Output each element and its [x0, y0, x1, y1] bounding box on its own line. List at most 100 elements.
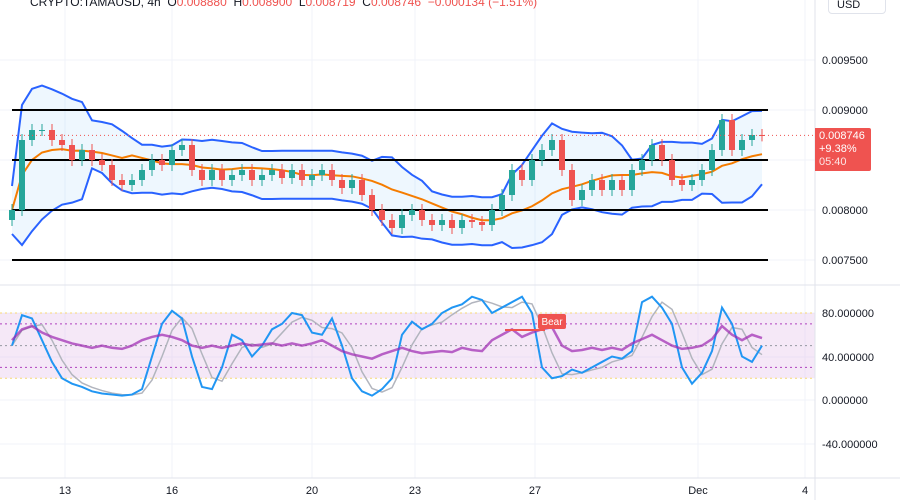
candle: [259, 169, 265, 186]
candle-body: [659, 145, 665, 160]
candle: [559, 134, 565, 176]
low-label: L: [298, 0, 306, 9]
candle: [339, 174, 345, 194]
candle-body: [89, 150, 95, 160]
candle-body: [509, 170, 515, 195]
candle-body: [139, 170, 145, 180]
open-value: 0.008880: [176, 0, 227, 9]
candle: [629, 164, 635, 196]
candle-body: [599, 180, 605, 190]
candle: [689, 174, 695, 191]
candle: [359, 174, 365, 201]
candle: [569, 164, 575, 206]
symbol-legend: CRYPTO:TAMAUSD, 4h O0.008880 H0.008900 L…: [30, 0, 537, 9]
candle: [209, 164, 215, 186]
candle-body: [199, 170, 205, 180]
candle-body: [739, 140, 745, 150]
candle: [759, 129, 765, 142]
candle: [149, 154, 155, 176]
rsi-line: [11, 324, 763, 360]
candle: [479, 216, 485, 231]
candle-body: [759, 135, 765, 136]
candle: [309, 169, 315, 186]
candle-body: [539, 150, 545, 160]
candle: [179, 139, 185, 156]
candle: [199, 164, 205, 186]
candle-body: [529, 160, 535, 180]
candle-body: [309, 175, 315, 180]
candle: [619, 174, 625, 196]
osc-tick: -40.000000: [822, 439, 878, 451]
candle-body: [519, 170, 525, 180]
candle: [509, 164, 515, 201]
candle: [459, 214, 465, 234]
candle: [649, 139, 655, 166]
candle-body: [389, 220, 395, 228]
candle: [19, 134, 25, 216]
candle-body: [499, 195, 505, 210]
candle-body: [459, 220, 465, 228]
candle-body: [109, 165, 115, 180]
time-tick: Dec: [688, 485, 708, 497]
candle: [189, 139, 195, 176]
candle-body: [189, 145, 195, 170]
candle: [219, 164, 225, 186]
time-tick: 20: [306, 485, 318, 497]
candle-body: [79, 150, 85, 160]
candle: [669, 154, 675, 186]
candle-body: [409, 210, 415, 215]
candle-body: [439, 220, 445, 225]
candle-body: [169, 150, 175, 165]
candle-body: [239, 170, 245, 175]
high-label: H: [233, 0, 243, 9]
time-tick: 23: [409, 485, 421, 497]
candle-body: [219, 170, 225, 180]
candle-body: [469, 220, 475, 222]
candle: [539, 144, 545, 166]
candle: [489, 204, 495, 231]
candle: [389, 214, 395, 234]
bollinger-fill: [12, 85, 762, 249]
candle-body: [289, 170, 295, 178]
stoch-k-line: [11, 295, 763, 397]
candle-body: [279, 170, 285, 178]
candle-body: [629, 170, 635, 190]
candle: [549, 134, 555, 156]
price-tick: 0.008000: [822, 205, 868, 217]
candle: [589, 174, 595, 196]
candle-body: [489, 210, 495, 225]
bollinger-lower: [11, 166, 763, 250]
close-value: 0.008746: [370, 0, 422, 9]
candle: [579, 184, 585, 206]
candle-body: [99, 160, 105, 165]
price-axis[interactable]: 0.009500 0.009000 0.008000 0.007500: [822, 55, 868, 267]
candle-body: [69, 145, 75, 160]
currency-button[interactable]: USD: [828, 0, 886, 14]
candle: [89, 144, 95, 166]
candle-body: [449, 220, 455, 228]
candle-body: [719, 120, 725, 150]
candle: [269, 164, 275, 181]
candle-body: [609, 180, 615, 190]
candle-body: [9, 210, 15, 220]
candle-body: [179, 145, 185, 150]
candle-body: [59, 140, 65, 145]
time-axis[interactable]: 13 16 20 23 27 Dec 4: [59, 485, 808, 497]
candle-body: [679, 180, 685, 185]
price-tick: 0.009000: [822, 105, 868, 117]
candle: [429, 214, 435, 231]
time-tick: 4: [802, 485, 808, 497]
candle: [399, 209, 405, 234]
candle: [329, 164, 335, 186]
oscillator-axis[interactable]: 80.000000 40.000000 0.000000 -40.000000: [822, 308, 878, 451]
candle: [439, 214, 445, 231]
candle-body: [329, 170, 335, 180]
candle: [679, 174, 685, 191]
candle: [529, 154, 535, 186]
candle: [129, 174, 135, 191]
price-tick: 0.007500: [822, 255, 868, 267]
candle: [109, 159, 115, 186]
candle-body: [349, 180, 355, 188]
change-value: −0.000134 (−1.51%): [427, 0, 538, 9]
